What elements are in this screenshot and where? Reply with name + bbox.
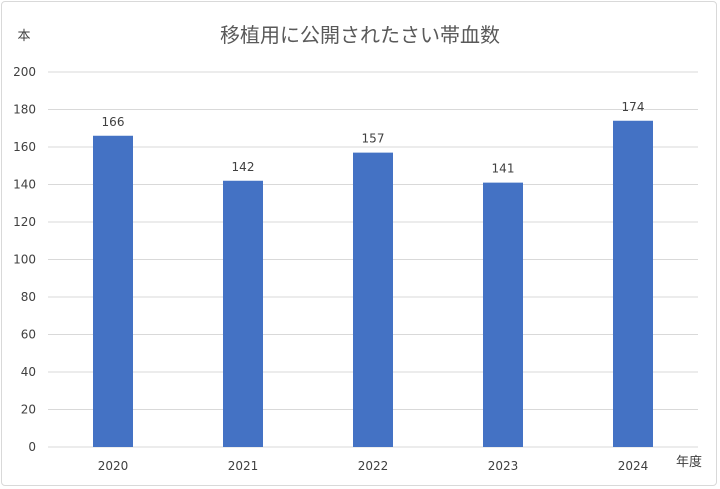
x-tick-label: 2021: [228, 459, 259, 473]
bar: [483, 182, 523, 447]
x-tick-label: 2020: [98, 459, 129, 473]
bar: [353, 152, 393, 447]
gridlines: [48, 71, 698, 448]
bars: [93, 120, 653, 447]
y-tick-label: 200: [13, 65, 36, 79]
bar-data-label: 174: [622, 100, 645, 114]
y-tick-label: 0: [28, 440, 36, 454]
y-tick-label: 120: [13, 215, 36, 229]
chart-title: 移植用に公開されたさい帯血数: [220, 23, 500, 47]
x-axis-ticks: 2020 2021 2022 2023 2024: [98, 459, 649, 473]
x-tick-label: 2023: [488, 459, 519, 473]
bar: [223, 180, 263, 447]
bar-data-label: 157: [362, 132, 385, 146]
y-tick-label: 100: [13, 253, 36, 267]
bar-data-label: 141: [492, 162, 515, 176]
x-tick-label: 2024: [618, 459, 649, 473]
y-axis-ticks: 0 20 40 60 80 100 120 140 160 180 200: [13, 65, 36, 454]
y-tick-label: 80: [21, 290, 36, 304]
y-tick-label: 180: [13, 103, 36, 117]
x-axis-unit-label: 年度: [676, 454, 702, 470]
data-labels: 166 142 157 141 174: [102, 100, 645, 176]
y-axis-unit-label: 本: [17, 29, 30, 44]
y-tick-label: 60: [21, 328, 36, 342]
y-tick-label: 20: [21, 403, 36, 417]
y-tick-label: 140: [13, 178, 36, 192]
bar-data-label: 142: [232, 160, 255, 174]
bar-data-label: 166: [102, 115, 125, 129]
y-tick-label: 160: [13, 140, 36, 154]
x-tick-label: 2022: [358, 459, 389, 473]
y-tick-label: 40: [21, 365, 36, 379]
bar: [93, 135, 133, 447]
bar: [613, 120, 653, 447]
